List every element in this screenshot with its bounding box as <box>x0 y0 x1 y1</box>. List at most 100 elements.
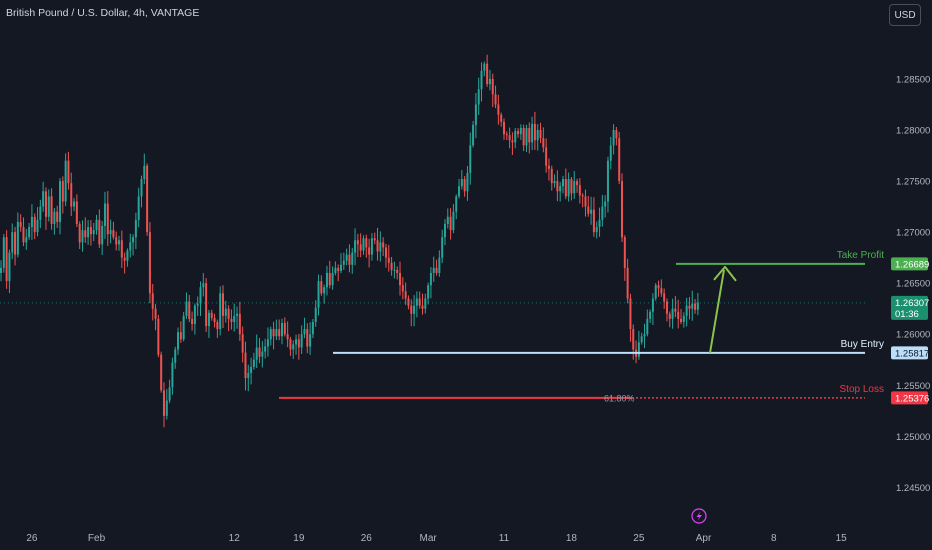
candle-body <box>623 237 626 268</box>
candle-body <box>188 301 191 319</box>
candle-body <box>612 130 615 146</box>
symbol-title: British Pound / U.S. Dollar, 4h, VANTAGE <box>6 7 200 19</box>
currency-button[interactable]: USD <box>889 4 921 26</box>
candle-body <box>401 285 404 292</box>
candle-body <box>514 131 517 143</box>
candle-body <box>376 240 379 252</box>
candle-body <box>618 138 621 182</box>
buy-entry-tag <box>891 346 928 360</box>
candle-body <box>196 303 199 306</box>
candle-body <box>615 130 618 139</box>
candle-body <box>148 232 151 294</box>
candle-body <box>590 209 593 214</box>
candle-body <box>64 160 67 202</box>
candle-body <box>609 145 612 161</box>
candle-body <box>584 196 587 207</box>
candle-body <box>252 359 255 367</box>
candle-body <box>469 145 472 173</box>
candle-body <box>418 298 421 306</box>
candle-body <box>500 114 503 122</box>
candle-body <box>47 196 50 217</box>
candle-body <box>649 311 652 319</box>
candle-body <box>443 223 446 238</box>
candle-body <box>154 308 157 319</box>
candle-body <box>359 244 362 251</box>
candle-body <box>30 216 33 228</box>
candle-body <box>106 203 109 235</box>
candle-body <box>438 257 441 273</box>
stop-loss-price-label: 1.25376 <box>895 393 929 404</box>
candle-body <box>272 329 275 337</box>
candle-body <box>488 79 491 85</box>
candle-body <box>224 308 227 316</box>
candle-body <box>317 281 320 308</box>
candle-body <box>345 254 348 261</box>
candle-body <box>11 232 14 253</box>
candle-body <box>446 216 449 224</box>
candle-body <box>42 191 45 207</box>
candle-body <box>522 128 525 146</box>
candle-body <box>696 302 699 310</box>
candle-body <box>261 351 264 357</box>
candle-body <box>519 128 522 135</box>
candle-body <box>174 349 177 363</box>
candle-body <box>581 195 584 197</box>
x-tick-label: 12 <box>229 533 241 544</box>
candle-body <box>356 240 359 245</box>
candle-body <box>281 322 283 337</box>
candle-body <box>123 257 126 261</box>
candle-body <box>171 362 174 388</box>
candle-body <box>340 264 343 271</box>
candle-body <box>455 196 458 212</box>
candle-body <box>629 298 632 330</box>
x-tick-label: 8 <box>771 533 777 544</box>
candle-body <box>137 196 140 220</box>
candle-body <box>536 130 539 141</box>
candle-body <box>67 160 70 184</box>
candle-body <box>129 242 132 251</box>
candle-body <box>84 230 87 238</box>
candle-body <box>413 305 416 314</box>
candle-body <box>404 291 407 299</box>
candle-body <box>502 121 505 135</box>
candle-body <box>362 238 365 251</box>
candle-body <box>668 313 671 319</box>
candle-body <box>396 269 399 273</box>
candle-body <box>33 216 36 233</box>
candle-body <box>621 181 624 238</box>
candle-body <box>140 179 143 197</box>
lightning-icon[interactable] <box>691 508 707 524</box>
candle-body <box>576 181 579 186</box>
x-tick-label: 25 <box>633 533 645 544</box>
candle-body <box>275 329 278 337</box>
candle-body <box>292 344 295 350</box>
candle-body <box>28 227 31 238</box>
candle-body <box>160 354 163 391</box>
candle-body <box>78 223 81 243</box>
x-tick-label: 26 <box>26 533 38 544</box>
candle-body <box>151 293 154 309</box>
candle-body <box>424 298 427 309</box>
candle-body <box>258 347 261 357</box>
candle-body <box>415 298 418 306</box>
y-tick-label: 1.28500 <box>896 75 930 86</box>
fib-label: 61.80% <box>604 393 635 403</box>
candle-body <box>460 179 463 187</box>
candle-body <box>429 272 432 286</box>
candle-body <box>61 181 64 202</box>
candle-body <box>694 303 697 310</box>
candle-body <box>92 230 95 235</box>
arrow-shaft <box>709 269 725 354</box>
buy-entry-label: Buy Entry <box>841 339 884 350</box>
time-axis[interactable]: 2226Feb121926Mar111825Apr815 <box>0 533 847 544</box>
candle-body <box>598 219 601 228</box>
candle-body <box>70 183 73 207</box>
price-axis[interactable]: 1.28500 1.28000 1.27500 1.27000 1.26500 1.260… <box>891 75 930 494</box>
candle-body <box>531 123 534 143</box>
candle-body <box>390 262 393 270</box>
candle-body <box>682 315 685 322</box>
candle-body <box>238 313 241 335</box>
candle-body <box>213 317 216 322</box>
